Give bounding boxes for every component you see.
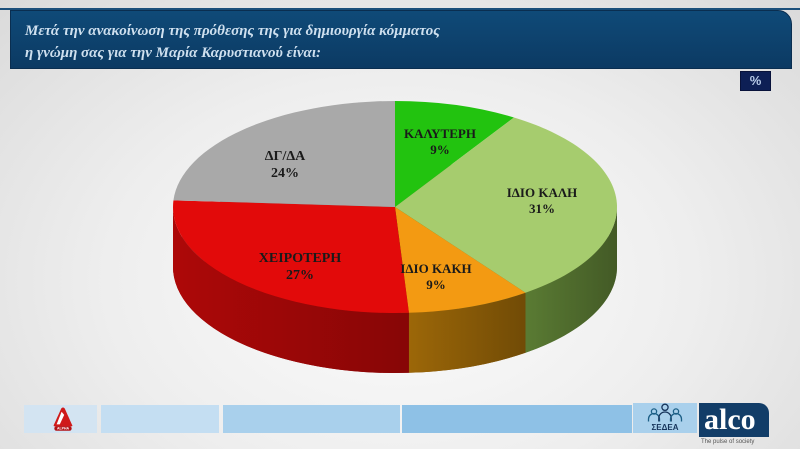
svg-text:ALPHA: ALPHA bbox=[57, 427, 70, 431]
svg-text:31%: 31% bbox=[529, 201, 555, 216]
svg-text:ΙΔΙΟ ΚΑΚΗ: ΙΔΙΟ ΚΑΚΗ bbox=[400, 261, 471, 276]
svg-text:ΔΓ/ΔΑ: ΔΓ/ΔΑ bbox=[265, 149, 306, 164]
svg-text:9%: 9% bbox=[426, 277, 446, 292]
svg-text:24%: 24% bbox=[271, 166, 299, 181]
svg-text:ΚΑΛΥΤΕΡΗ: ΚΑΛΥΤΕΡΗ bbox=[404, 126, 476, 141]
svg-text:ΙΔΙΟ ΚΑΛΗ: ΙΔΙΟ ΚΑΛΗ bbox=[507, 185, 578, 200]
svg-text:ΧΕΙΡΟΤΕΡΗ: ΧΕΙΡΟΤΕΡΗ bbox=[259, 251, 342, 266]
svg-text:27%: 27% bbox=[286, 268, 314, 283]
svg-text:9%: 9% bbox=[430, 142, 450, 157]
svg-text:ΣΕΔΕΑ: ΣΕΔΕΑ bbox=[652, 423, 679, 432]
